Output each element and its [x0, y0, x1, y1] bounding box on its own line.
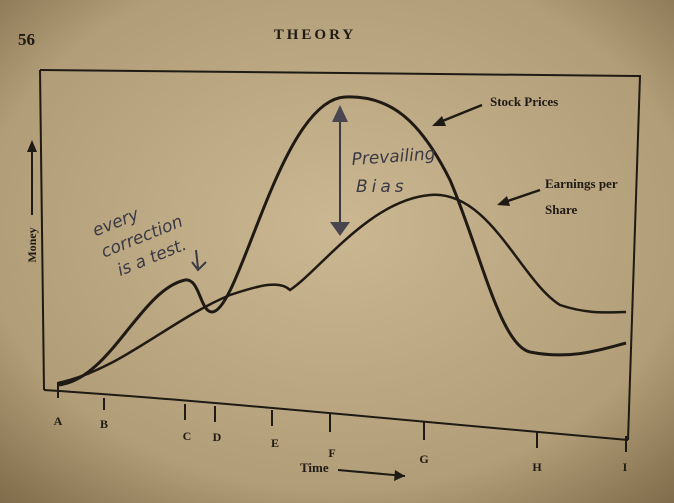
time-label: I — [623, 460, 628, 474]
label-arrowhead — [497, 196, 510, 206]
time-ticks — [57, 382, 627, 452]
time-label: D — [213, 430, 222, 444]
page-number: 56 — [18, 30, 35, 49]
handwriting: Bias — [356, 177, 408, 197]
frame — [39, 69, 642, 441]
label-arrow — [439, 103, 483, 124]
time-label: E — [271, 436, 279, 450]
running-title: THEORY — [274, 27, 356, 43]
x-axis-title: Time — [300, 460, 329, 475]
time-label: A — [54, 414, 63, 428]
money-arrowhead — [27, 140, 37, 152]
bias-arrowheads — [330, 105, 350, 236]
earnings-curve — [57, 193, 627, 385]
hand-arrow — [191, 249, 207, 272]
time-label: B — [100, 417, 108, 431]
stock-prices-curve — [57, 95, 627, 387]
frame-left — [39, 69, 45, 391]
time-label: H — [532, 460, 542, 474]
curve-label: Earnings per — [545, 176, 618, 191]
label-arrow — [504, 188, 541, 204]
time-axis — [43, 389, 629, 441]
y-axis-title: Money — [25, 227, 39, 262]
time-label: G — [419, 452, 428, 466]
label-arrowhead — [432, 116, 446, 126]
time-label: F — [328, 446, 335, 460]
curve-label: Share — [545, 202, 577, 217]
curve-label: Stock Prices — [490, 94, 558, 109]
time-arrow — [337, 469, 406, 477]
time-arrowhead — [394, 470, 405, 481]
time-label: C — [183, 429, 192, 443]
time-labels: A B C D E F G H I — [54, 414, 628, 474]
